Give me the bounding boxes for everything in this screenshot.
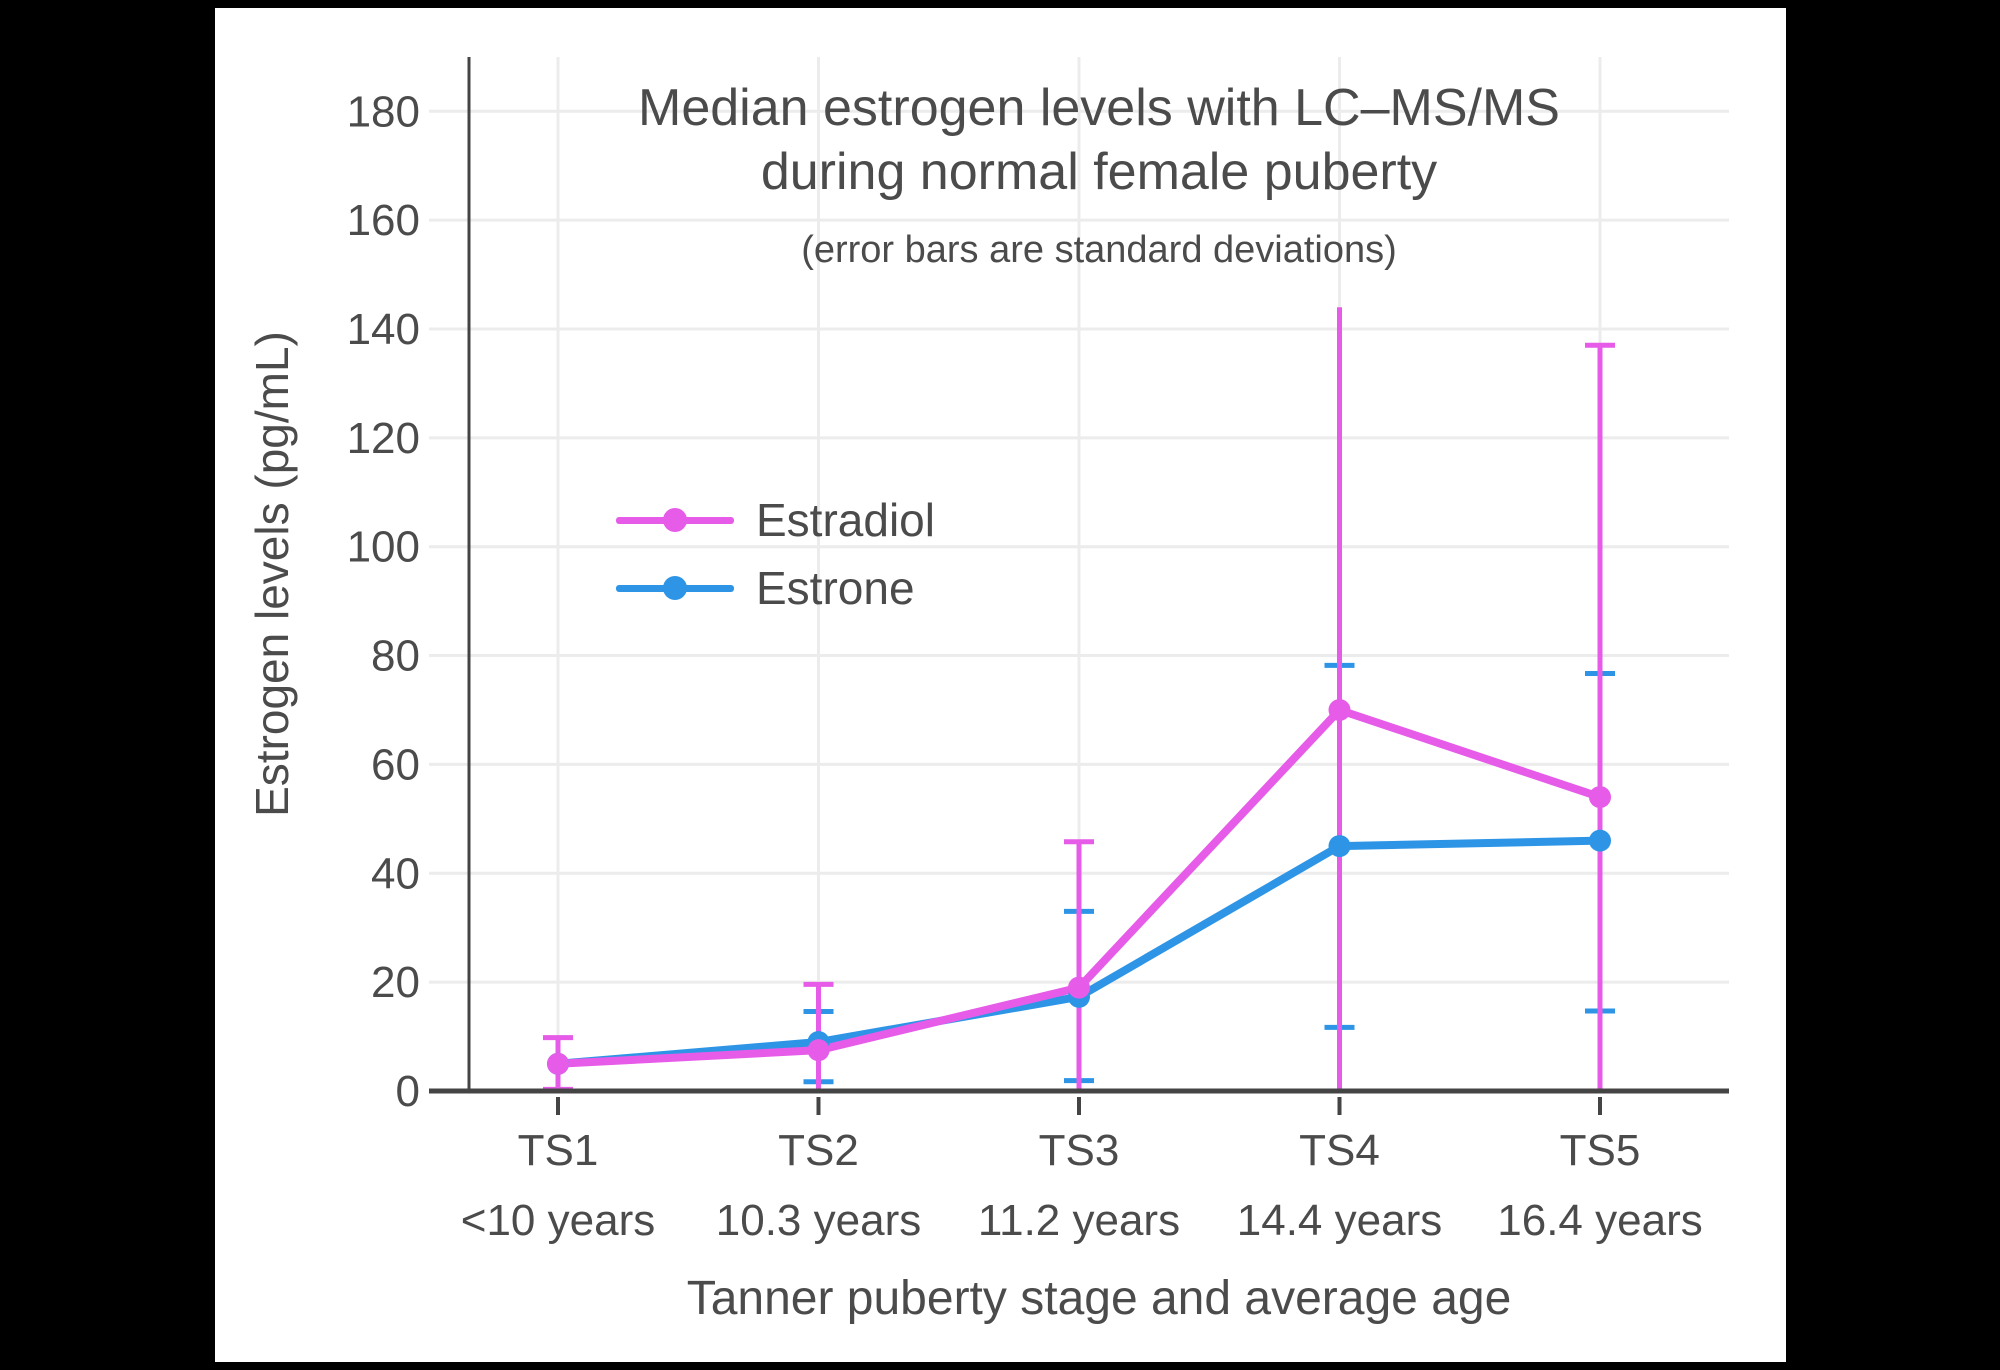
y-tick-label: 60 — [371, 740, 420, 789]
figure-canvas — [215, 8, 1786, 1362]
chart-title-line2: during normal female puberty — [760, 143, 1438, 201]
estrone-swatch-icon — [616, 575, 734, 601]
x-tick-label: TS3 — [1039, 1126, 1120, 1175]
y-tick-label: 80 — [371, 632, 420, 681]
x-tick-sublabel: 14.4 years — [1237, 1196, 1442, 1245]
legend-item-estrone: Estrone — [616, 554, 935, 622]
series-marker-estradiol — [1328, 698, 1351, 721]
chart-title-line1: Median estrogen levels with LC–MS/MS — [638, 79, 1560, 137]
y-tick-label: 100 — [347, 523, 420, 572]
chart-subtitle: (error bars are standard deviations) — [801, 229, 1397, 271]
x-tick-label: TS4 — [1299, 1126, 1380, 1175]
legend-label: Estradiol — [756, 494, 935, 546]
x-tick-label: TS2 — [778, 1126, 859, 1175]
legend: Estradiol Estrone — [616, 486, 935, 622]
series-marker-estrone — [1589, 829, 1611, 852]
legend-item-estradiol: Estradiol — [616, 486, 935, 554]
y-tick-label: 160 — [347, 196, 420, 245]
chart-title: Median estrogen levels with LC–MS/MS dur… — [399, 76, 1799, 204]
y-tick-label: 0 — [396, 1067, 420, 1116]
y-tick-label: 20 — [371, 958, 420, 1007]
y-tick-label: 40 — [371, 849, 420, 898]
y-tick-label: 120 — [347, 414, 420, 463]
x-tick-sublabel: 11.2 years — [978, 1196, 1180, 1245]
x-tick-sublabel: 16.4 years — [1497, 1196, 1702, 1245]
series-marker-estradiol — [807, 1039, 830, 1062]
x-tick-sublabel: <10 years — [461, 1196, 655, 1245]
x-tick-sublabel: 10.3 years — [716, 1196, 921, 1245]
series-marker-estrone — [1328, 835, 1351, 858]
x-tick-label: TS5 — [1560, 1126, 1641, 1175]
y-tick-label: 180 — [347, 87, 420, 136]
estradiol-swatch-icon — [616, 507, 734, 533]
y-tick-label: 140 — [347, 305, 420, 354]
series-marker-estradiol — [1589, 786, 1611, 809]
series-marker-estradiol — [547, 1052, 569, 1075]
x-axis-title: Tanner puberty stage and average age — [686, 1272, 1512, 1325]
legend-label: Estrone — [756, 562, 915, 614]
x-tick-label: TS1 — [518, 1126, 599, 1175]
y-axis-title: Estrogen levels (pg/mL) — [246, 331, 298, 817]
series-marker-estradiol — [1068, 976, 1090, 999]
